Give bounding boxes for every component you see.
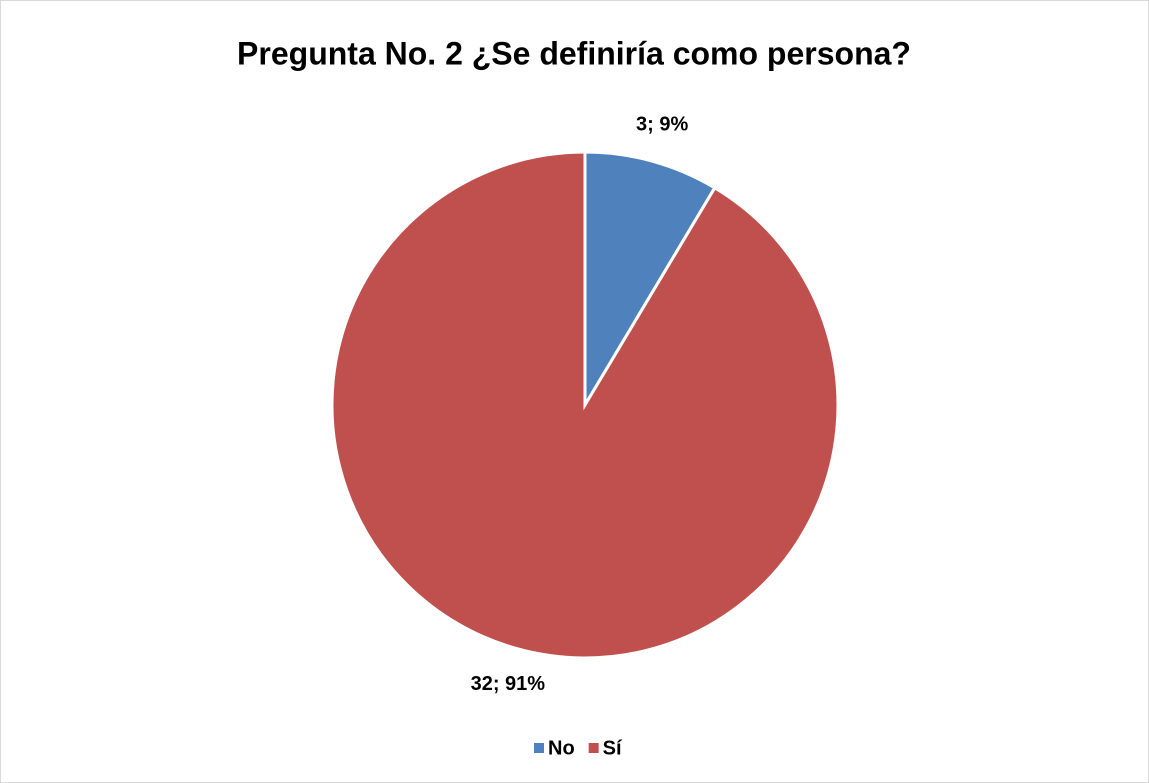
data-label: 32; 91% [471,673,546,695]
pie-slice [583,150,717,411]
data-label: 3; 9% [636,114,688,136]
chart-title: Pregunta No. 2 ¿Se definiría como person… [237,35,911,71]
pie-slice [330,150,840,660]
legend-swatch [588,743,599,753]
legend-swatch [534,743,544,753]
legend-label: No [548,737,575,759]
legend-label: Sí [603,737,623,759]
